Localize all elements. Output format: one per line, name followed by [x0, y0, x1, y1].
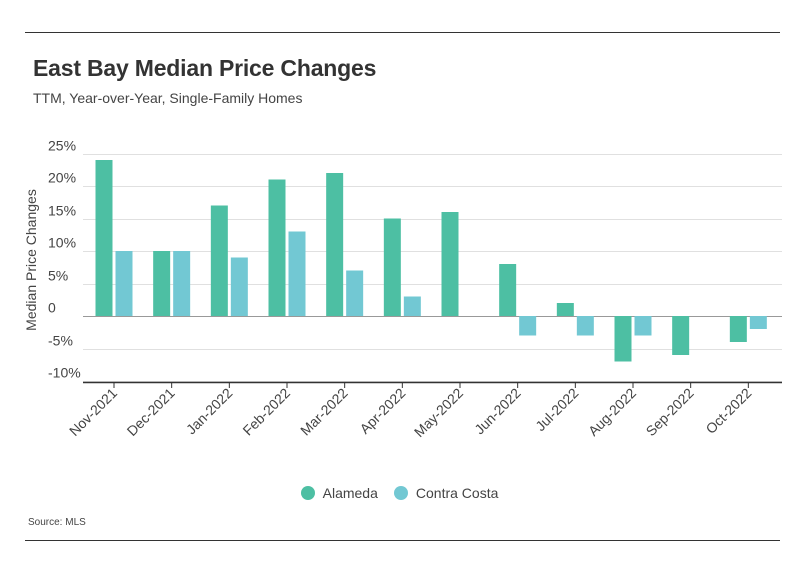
- x-tick-label: Aug-2022: [585, 385, 639, 439]
- y-tick-label: 25%: [48, 138, 76, 154]
- bar: [326, 173, 344, 316]
- bar: [499, 264, 517, 316]
- top-rule: [25, 32, 780, 33]
- bar: [383, 218, 401, 316]
- bottom-rule: [25, 540, 780, 541]
- x-tick-label: Nov-2021: [66, 385, 120, 439]
- legend-item-contra-costa: Contra Costa: [393, 485, 499, 501]
- x-tick-label: Jul-2022: [532, 385, 581, 434]
- bar: [614, 316, 632, 362]
- bar: [634, 316, 652, 336]
- legend-swatch-alameda: [300, 486, 315, 500]
- x-tick-label: Sep-2022: [643, 385, 697, 439]
- x-tick-label: May-2022: [411, 385, 466, 440]
- bar: [403, 296, 421, 316]
- bar: [95, 160, 113, 316]
- x-tick-label: Dec-2021: [124, 385, 178, 439]
- bar: [153, 251, 171, 316]
- legend-label-contra-costa: Contra Costa: [415, 485, 499, 501]
- y-tick-label: 20%: [48, 170, 76, 186]
- bar: [210, 205, 228, 316]
- bar: [288, 231, 306, 316]
- bar: [115, 251, 133, 316]
- legend-swatch-contra-costa: [393, 486, 408, 500]
- bar: [230, 257, 248, 316]
- x-tick-label: Apr-2022: [356, 385, 408, 437]
- bar: [556, 303, 574, 316]
- y-tick-label: 5%: [48, 268, 68, 284]
- bar: [672, 316, 690, 355]
- y-tick-label: 15%: [48, 203, 76, 219]
- bar: [749, 316, 767, 329]
- y-tick-label: 10%: [48, 235, 76, 251]
- x-tick-label: Oct-2022: [702, 385, 754, 437]
- y-axis-title: Median Price Changes: [23, 189, 39, 331]
- x-tick-label: Jun-2022: [471, 385, 524, 438]
- bar: [576, 316, 594, 336]
- bar: [729, 316, 747, 342]
- legend-item-alameda: Alameda: [300, 485, 378, 501]
- chart-subtitle: TTM, Year-over-Year, Single-Family Homes: [33, 90, 303, 106]
- y-tick-label: -5%: [48, 333, 73, 349]
- y-tick-label: -10%: [48, 365, 81, 381]
- bar: [346, 270, 364, 316]
- legend-label-alameda: Alameda: [322, 485, 378, 501]
- y-tick-label: 0: [48, 300, 56, 316]
- x-tick-label: Jan-2022: [183, 385, 236, 438]
- bar: [268, 179, 286, 316]
- bar: [441, 212, 459, 316]
- source-note: Source: MLS: [28, 517, 86, 528]
- x-tick-label: Feb-2022: [239, 385, 293, 439]
- legend: Alameda Contra Costa: [0, 485, 799, 501]
- bar: [519, 316, 537, 336]
- bar: [173, 251, 191, 316]
- chart-title: East Bay Median Price Changes: [33, 55, 377, 81]
- bar-chart: 25% 20% 15% 10% 5% 0 -5% -10% Median Price Chang…: [23, 138, 782, 440]
- x-tick-label: Mar-2022: [297, 385, 351, 439]
